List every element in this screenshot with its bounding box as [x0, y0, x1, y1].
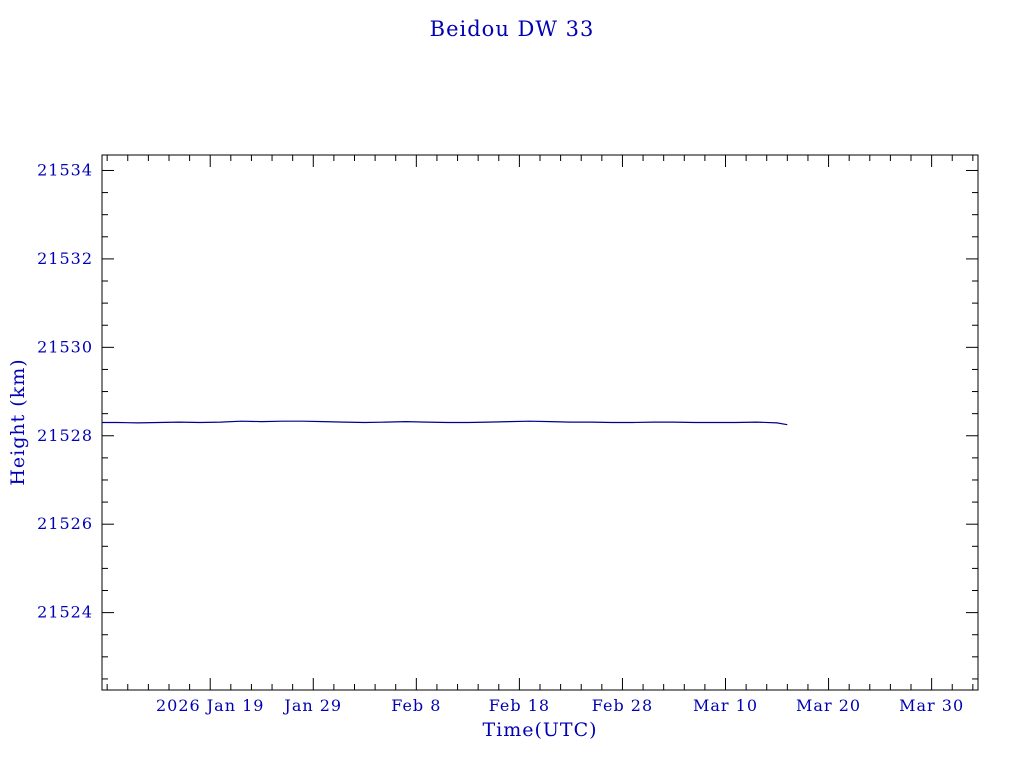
x-tick-label: Feb 18: [489, 696, 550, 715]
x-tick-label: Mar 20: [796, 696, 861, 715]
y-tick-label: 21528: [37, 426, 93, 445]
y-tick-label: 21532: [37, 249, 93, 268]
x-tick-label: Mar 30: [899, 696, 964, 715]
x-tick-label: Mar 10: [693, 696, 758, 715]
chart-title: Beidou DW 33: [429, 17, 595, 41]
data-line: [102, 420, 788, 426]
y-tick-label: 21524: [37, 603, 93, 622]
x-axis-label: Time(UTC): [482, 719, 598, 741]
y-tick-label: 21534: [37, 160, 93, 179]
x-tick-label: Jan 29: [282, 696, 342, 715]
x-tick-label: Feb 8: [391, 696, 441, 715]
x-tick-label: 2026 Jan 19: [156, 696, 265, 715]
y-tick-label: 21530: [37, 337, 93, 356]
y-tick-label: 21526: [37, 514, 93, 533]
x-tick-label: Feb 28: [592, 696, 653, 715]
plot-frame: [101, 154, 979, 691]
